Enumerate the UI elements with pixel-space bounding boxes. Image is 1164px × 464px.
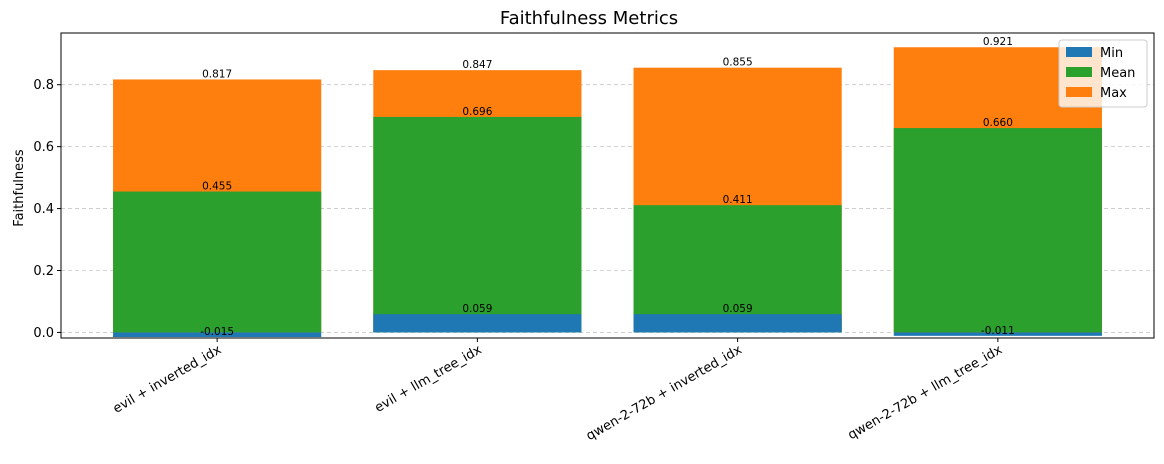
bar-min [893, 332, 1102, 336]
x-tick-label: qwen-2-72b + inverted_idx [584, 342, 745, 444]
legend-label-mean: Mean [1100, 66, 1135, 81]
data-label-mean: 0.660 [983, 117, 1013, 129]
data-label-mean: 0.411 [723, 194, 753, 206]
data-label-max: 0.921 [983, 36, 1013, 48]
y-tick-label: 0.6 [33, 140, 54, 155]
data-label-max: 0.855 [723, 57, 753, 69]
legend-swatch-min [1066, 47, 1092, 57]
y-axis-label: Faithfulness [12, 149, 27, 227]
legend-swatch-max [1066, 87, 1092, 97]
legend: Min Mean Max [1058, 39, 1148, 108]
data-label-max: 0.817 [202, 68, 232, 80]
chart-title: Faithfulness Metrics [500, 8, 678, 29]
y-tick-label: 0.8 [33, 78, 54, 93]
bar-mean [893, 128, 1102, 333]
data-label-mean: 0.455 [202, 181, 232, 193]
data-label-max: 0.847 [462, 59, 492, 71]
y-axis: 0.0 0.2 0.4 0.6 0.8 [33, 78, 61, 341]
bar-min [373, 314, 582, 333]
data-label-min: -0.015 [200, 326, 234, 338]
data-labels: -0.015 0.059 0.059 -0.011 0.455 0.696 0.411 0.6… [200, 36, 1015, 338]
data-label-mean: 0.696 [462, 106, 492, 118]
x-axis: evil + inverted_idx evil + llm_tree_idx qw… [111, 338, 1005, 444]
y-tick-label: 0.0 [33, 326, 54, 341]
bar-mean [113, 191, 322, 333]
x-tick-label: evil + llm_tree_idx [372, 342, 484, 415]
x-tick-label: qwen-2-72b + llm_tree_idx [846, 342, 1006, 443]
bar-min [113, 332, 322, 338]
bar-mean [633, 205, 842, 333]
plot-frame [60, 32, 1155, 339]
legend-label-max: Max [1100, 86, 1127, 101]
bar-min [633, 314, 842, 333]
bar-mean [373, 116, 582, 333]
data-label-min: 0.059 [723, 303, 753, 315]
bars [113, 47, 1102, 338]
y-tick-label: 0.4 [33, 202, 54, 217]
data-label-min: 0.059 [462, 303, 492, 315]
x-tick-label: evil + inverted_idx [111, 342, 225, 416]
y-tick-label: 0.2 [33, 264, 54, 279]
legend-swatch-mean [1066, 67, 1092, 77]
legend-label-min: Min [1100, 46, 1123, 61]
data-label-min: -0.011 [981, 325, 1015, 337]
